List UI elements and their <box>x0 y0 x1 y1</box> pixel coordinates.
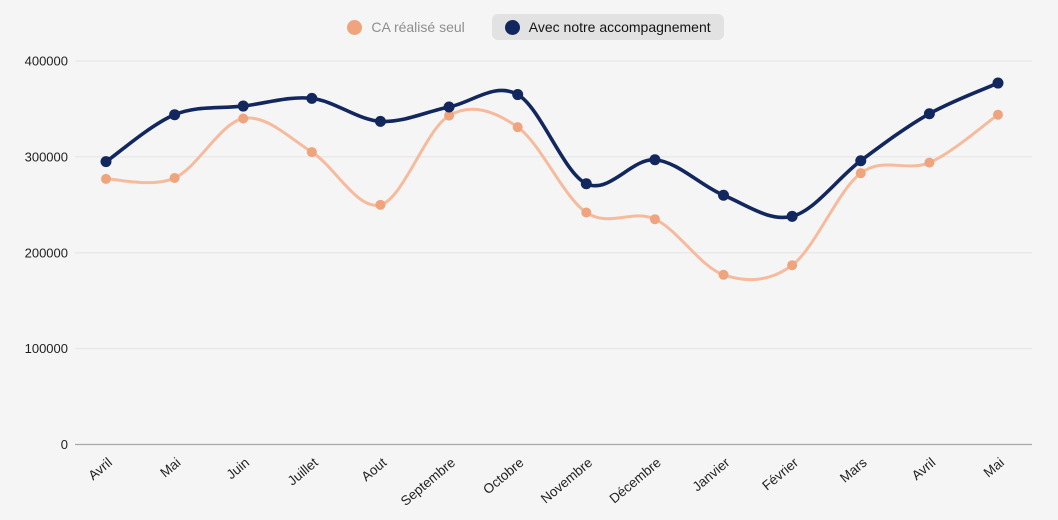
data-point[interactable] <box>444 110 455 121</box>
data-point[interactable] <box>169 109 181 121</box>
data-point[interactable] <box>581 207 592 218</box>
x-axis-tick-label: Avril <box>909 455 939 483</box>
y-axis-tick-label: 100000 <box>25 341 68 356</box>
x-axis-tick-label: Septembre <box>398 455 458 509</box>
y-axis-tick-label: 200000 <box>25 245 68 260</box>
data-point[interactable] <box>237 100 249 112</box>
legend-item-ca-realise-seul[interactable]: CA réalisé seul <box>334 14 477 40</box>
series-dot-navy-icon <box>504 19 520 35</box>
data-point[interactable] <box>787 260 798 271</box>
data-point[interactable] <box>649 154 661 166</box>
data-point[interactable] <box>169 172 180 183</box>
data-point[interactable] <box>855 168 866 179</box>
y-axis-tick-label: 300000 <box>25 149 68 164</box>
series-dot-orange-icon <box>347 19 363 35</box>
chart-legend: CA réalisé seul Avec notre accompagnemen… <box>0 14 1058 40</box>
data-point[interactable] <box>306 92 318 104</box>
y-axis-tick-label: 400000 <box>25 54 68 69</box>
data-point[interactable] <box>512 122 523 133</box>
data-point[interactable] <box>238 113 249 124</box>
data-point[interactable] <box>306 147 317 158</box>
x-axis-tick-label: Juillet <box>285 455 321 489</box>
data-point[interactable] <box>649 214 660 225</box>
x-axis-tick-label: Décembre <box>606 455 663 507</box>
data-point[interactable] <box>786 210 798 222</box>
data-point[interactable] <box>855 155 867 167</box>
data-point[interactable] <box>923 108 935 120</box>
series-line-1 <box>104 81 1000 220</box>
legend-item-avec-accompagnement[interactable]: Avec notre accompagnement <box>491 14 724 40</box>
data-point[interactable] <box>992 77 1004 89</box>
legend-label: Avec notre accompagnement <box>528 19 711 35</box>
data-point[interactable] <box>718 269 729 280</box>
data-point[interactable] <box>101 173 111 184</box>
data-point[interactable] <box>374 115 386 127</box>
x-axis-tick-label: Janvier <box>689 454 732 494</box>
data-point[interactable] <box>375 199 386 210</box>
series-line-0 <box>104 107 1000 282</box>
x-axis-tick-label: Octobre <box>480 455 526 497</box>
x-axis-tick-label: Mai <box>981 455 1007 480</box>
x-axis-tick-label: Février <box>759 454 801 493</box>
data-point[interactable] <box>993 109 1003 120</box>
legend-label: CA réalisé seul <box>371 19 465 35</box>
data-point[interactable] <box>580 178 592 190</box>
data-point[interactable] <box>512 89 524 101</box>
x-axis-tick-label: Aout <box>358 455 389 485</box>
x-axis-tick-label: Mars <box>837 455 870 486</box>
data-point[interactable] <box>443 101 455 113</box>
data-point[interactable] <box>924 157 935 168</box>
x-axis-tick-label: Juin <box>224 455 253 482</box>
y-axis-tick-label: 0 <box>61 437 68 452</box>
x-axis-tick-label: Novembre <box>538 455 595 507</box>
x-axis-tick-label: Mai <box>157 455 183 480</box>
data-point[interactable] <box>100 156 112 168</box>
x-axis-tick-label: Avril <box>85 455 115 483</box>
data-point[interactable] <box>718 189 730 201</box>
